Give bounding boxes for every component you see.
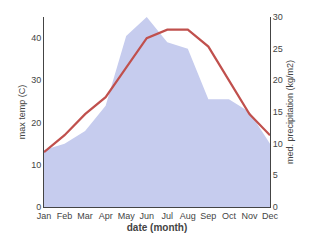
svg-text:5: 5: [273, 170, 278, 180]
svg-text:0: 0: [273, 202, 278, 212]
svg-text:Nov: Nov: [241, 211, 258, 221]
svg-text:Jun: Jun: [139, 211, 154, 221]
svg-text:Apr: Apr: [99, 211, 113, 221]
svg-text:May: May: [118, 211, 136, 221]
svg-text:Sep: Sep: [200, 211, 216, 221]
svg-text:15: 15: [273, 107, 283, 117]
svg-text:10: 10: [273, 139, 283, 149]
svg-text:25: 25: [273, 44, 283, 54]
svg-text:Jul: Jul: [162, 211, 174, 221]
svg-text:Feb: Feb: [57, 211, 73, 221]
svg-text:Dec: Dec: [262, 211, 279, 221]
svg-text:Jan: Jan: [37, 211, 52, 221]
svg-text:20: 20: [273, 75, 283, 85]
svg-text:10: 10: [31, 160, 41, 170]
svg-text:30: 30: [273, 12, 283, 22]
svg-text:med. precipitation (kg/m2): med. precipitation (kg/m2): [285, 60, 295, 164]
svg-text:date (month): date (month): [127, 222, 188, 233]
svg-text:Oct: Oct: [222, 211, 237, 221]
svg-text:40: 40: [31, 33, 41, 43]
svg-text:20: 20: [31, 118, 41, 128]
svg-text:Aug: Aug: [180, 211, 196, 221]
svg-text:0: 0: [36, 202, 41, 212]
svg-text:max temp (C): max temp (C): [17, 85, 27, 140]
svg-text:Mar: Mar: [77, 211, 93, 221]
svg-text:30: 30: [31, 75, 41, 85]
